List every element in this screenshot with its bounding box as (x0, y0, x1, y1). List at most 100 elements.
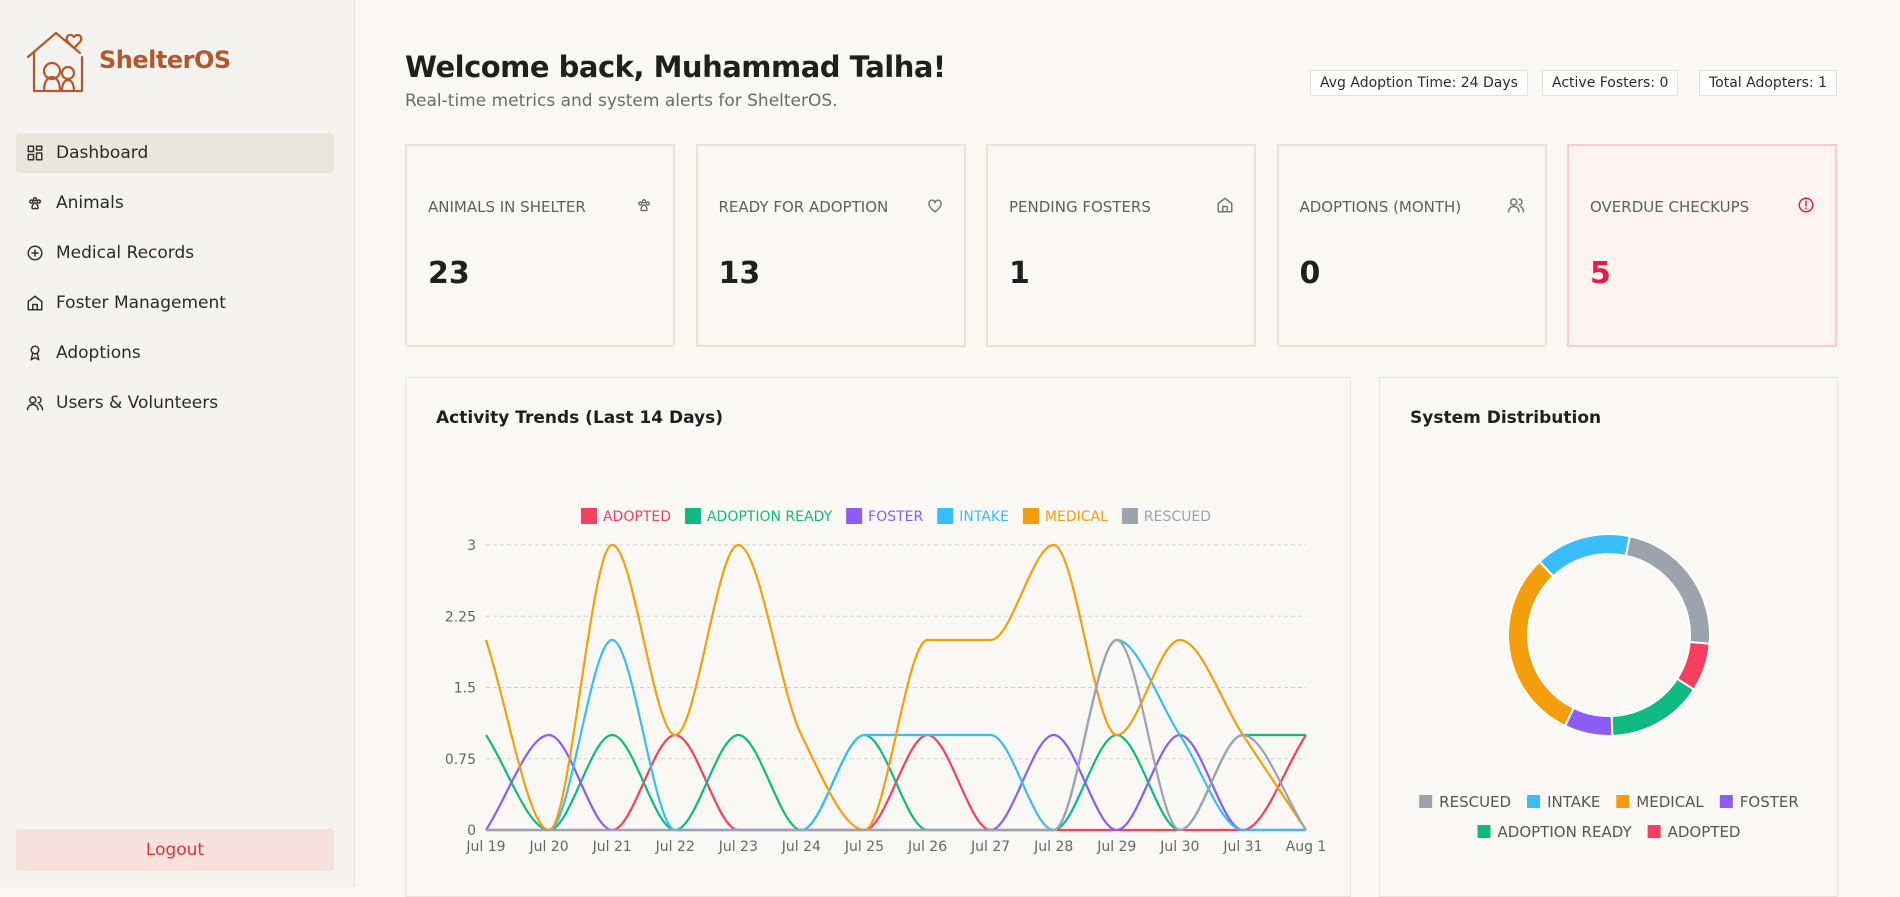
logo-icon (26, 31, 84, 93)
page-subtitle: Real-time metrics and system alerts for … (405, 91, 838, 111)
icon (27, 295, 43, 311)
legend-swatch (1022, 508, 1039, 524)
stat-label: PENDING FOSTERS (1009, 198, 1151, 216)
legend-swatch (1527, 795, 1541, 808)
stat-card: OVERDUE CHECKUPS 5 (1567, 144, 1837, 347)
x-tick-label: Jul 19 (465, 839, 505, 855)
sidebar: ShelterOS Dashboard Animals Medical Record… (0, 0, 355, 887)
donut-slice (1624, 534, 1711, 645)
stat-card: READY FOR ADOPTION 13 (695, 144, 966, 347)
icon (27, 145, 43, 161)
x-tick-label: Jul 21 (592, 839, 632, 855)
nav-label: Medical Records (56, 243, 195, 263)
stat-value: 5 (1590, 256, 1611, 291)
distribution-panel: System Distribution RESCUED INTAKE MEDICAL… (1379, 377, 1838, 897)
donut-chart: RESCUED INTAKE MEDICAL FOSTER ADOPTION READY… (1419, 533, 1799, 841)
icon (29, 197, 41, 210)
donut-slice (1563, 706, 1614, 737)
x-tick-label: Jul 22 (655, 839, 695, 855)
legend-label: INTAKE (959, 509, 1009, 525)
x-tick-label: Jul 31 (1222, 839, 1262, 855)
legend-label: FOSTER (868, 509, 923, 525)
nav-label: Animals (56, 193, 124, 213)
header-badge: Total Adopters: 1 (1699, 70, 1838, 96)
stat-value: 13 (718, 256, 761, 291)
y-tick-label: 0.75 (445, 752, 476, 768)
icon (30, 345, 40, 361)
nav-item[interactable]: Adoptions (16, 333, 334, 373)
nav-item[interactable]: Foster Management (16, 283, 334, 323)
x-tick-label: Jul 24 (781, 839, 821, 855)
icon (26, 396, 44, 411)
legend-label: ADOPTION READY (707, 509, 833, 525)
stat-value: 23 (428, 256, 470, 291)
legend-label: INTAKE (1547, 793, 1600, 811)
nav-item[interactable]: Dashboard (16, 133, 334, 173)
line-chart: 0 0.75 1.5 2.25 3 Jul 19 Jul 20 Jul 21 Jul 22 Jul… (445, 508, 1327, 855)
donut-slice (1675, 640, 1711, 691)
donut-slice (1538, 533, 1632, 578)
stat-value: 1 (1009, 256, 1030, 291)
legend-swatch (846, 508, 863, 524)
legend-swatch (1121, 508, 1138, 524)
nav-label: Foster Management (56, 293, 226, 313)
legend-swatch (580, 508, 597, 524)
legend-swatch (937, 508, 954, 524)
nav-label: Users & Volunteers (56, 393, 219, 413)
legend-label: ADOPTED (1668, 823, 1741, 841)
legend-label: ADOPTED (603, 509, 671, 525)
x-tick-label: Jul 20 (528, 839, 568, 855)
donut-slice (1610, 677, 1696, 737)
legend-swatch (684, 508, 701, 524)
legend: ADOPTED ADOPTION READY FOSTER INTAKE MEDICAL… (580, 508, 1211, 525)
legend-swatch (1477, 825, 1491, 838)
stat-label: ADOPTIONS (MONTH) (1299, 198, 1462, 216)
legend: RESCUED INTAKE MEDICAL FOSTER (1419, 793, 1799, 811)
y-tick-label: 3 (467, 538, 476, 554)
legend-label: RESCUED (1439, 793, 1511, 811)
icon (927, 199, 942, 213)
legend-swatch (1616, 795, 1630, 808)
x-tick-label: Jul 30 (1159, 839, 1199, 855)
x-tick-label: Jul 29 (1096, 839, 1136, 855)
icon (638, 199, 650, 212)
series-line (485, 733, 1306, 832)
legend-label: RESCUED (1144, 509, 1211, 525)
icon (1507, 198, 1524, 213)
donut-slice (1507, 560, 1576, 728)
page-title: Welcome back, Muhammad Talha! (405, 50, 946, 84)
y-tick-label: 1.5 (454, 681, 476, 697)
nav-item[interactable]: Users & Volunteers (16, 383, 334, 423)
stat-label: OVERDUE CHECKUPS (1590, 198, 1750, 216)
legend-label: FOSTER (1740, 793, 1799, 811)
stat-value: 0 (1299, 256, 1321, 291)
nav-label: Adoptions (56, 343, 141, 363)
x-tick-label: Jul 26 (907, 839, 947, 855)
legend-swatch (1647, 825, 1661, 838)
series-line (486, 638, 1307, 832)
nav-item[interactable]: Medical Records (16, 233, 334, 273)
header-badge: Active Fosters: 0 (1542, 70, 1679, 96)
legend-label: MEDICAL (1045, 509, 1108, 525)
logout-button[interactable]: Logout (16, 829, 334, 871)
legend-label: ADOPTION READY (1498, 823, 1633, 841)
icon (1217, 197, 1233, 213)
legend-swatch (1419, 795, 1433, 808)
nav-label: Dashboard (56, 143, 149, 163)
x-tick-label: Jul 25 (844, 839, 884, 855)
chart-title: Activity Trends (Last 14 Days) (436, 408, 724, 428)
legend-label: MEDICAL (1636, 793, 1704, 811)
stat-card: ANIMALS IN SHELTER 23 (405, 144, 675, 347)
icon (27, 245, 43, 261)
y-tick-label: 2.25 (445, 609, 476, 625)
stat-card: PENDING FOSTERS 1 (986, 144, 1256, 347)
nav-item[interactable]: Animals (16, 183, 334, 223)
stat-card: ADOPTIONS (MONTH) 0 (1276, 144, 1547, 347)
stat-label: READY FOR ADOPTION (718, 198, 889, 216)
x-tick-label: Jul 27 (970, 839, 1010, 855)
legend: ADOPTION READY ADOPTED (1477, 823, 1741, 841)
x-tick-label: Aug 1 (1286, 839, 1327, 855)
header-badge: Avg Adoption Time: 24 Days (1310, 70, 1528, 96)
legend-swatch (1719, 795, 1733, 808)
